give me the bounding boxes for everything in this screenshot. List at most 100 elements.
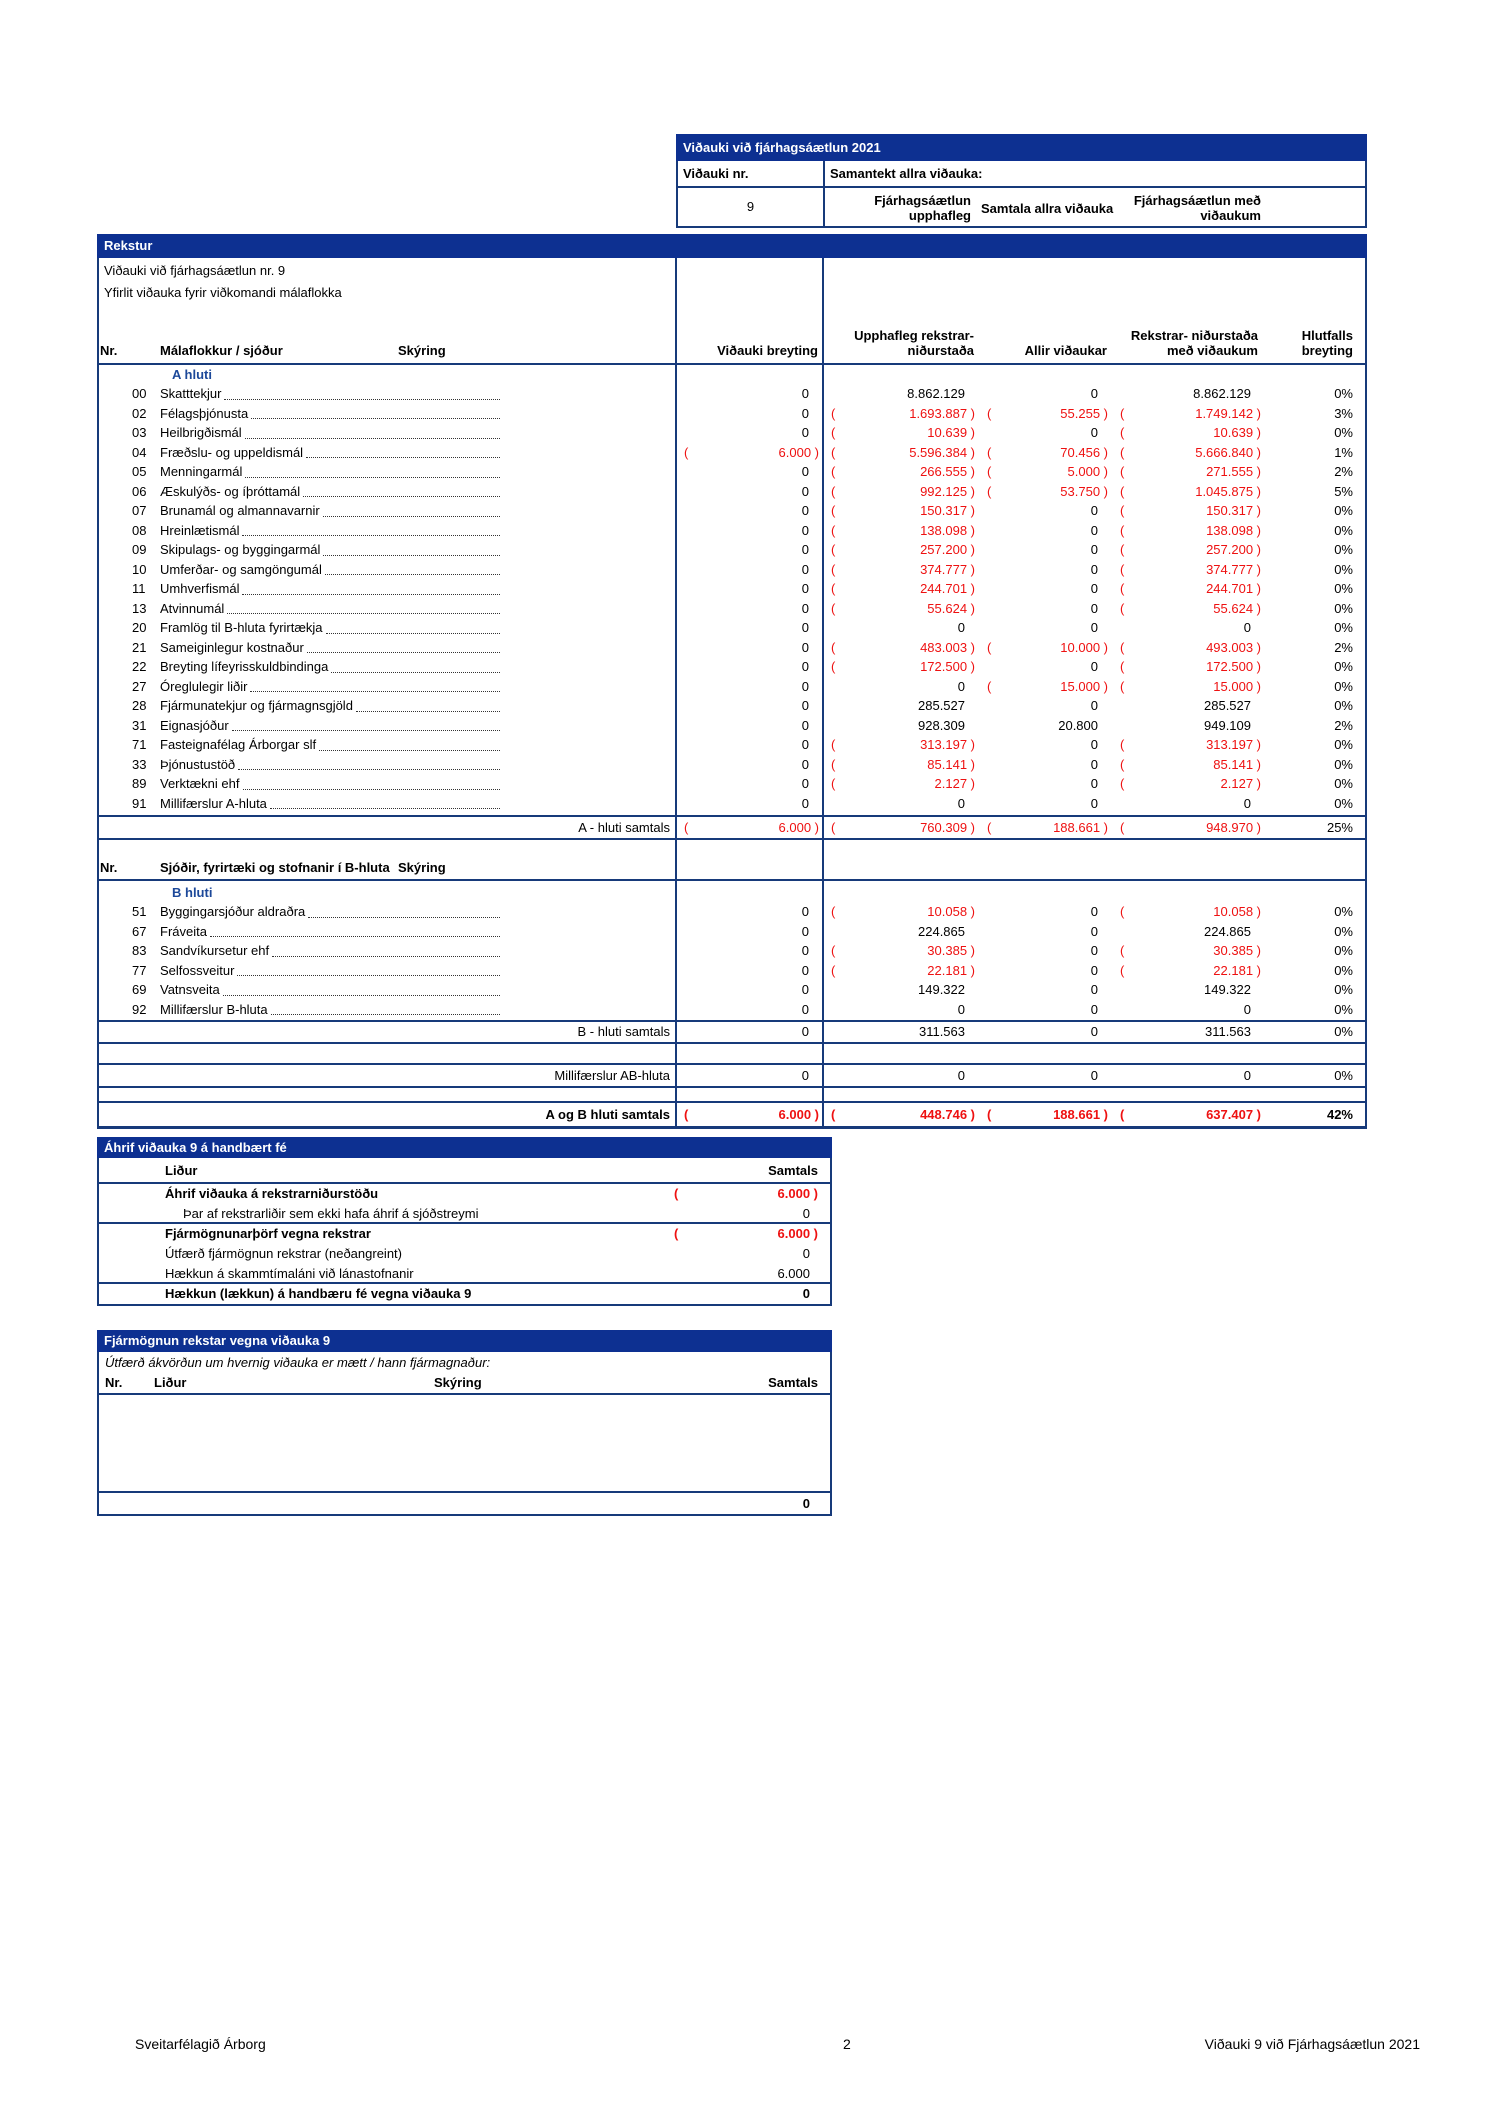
ahrif-row-value: 0 [802, 1286, 810, 1301]
value-allir-vidaukar: (10.000 ) [987, 639, 1108, 655]
value-allir-vidaukar: 0 [1090, 962, 1098, 978]
a-total-hlutfall: 25% [1326, 820, 1353, 835]
skyring-cell [502, 423, 676, 443]
skyring-cell [502, 521, 676, 541]
value-hlutfall: 0% [1334, 522, 1353, 538]
rekstur-table: Rekstur Viðauki við fjárhagsáætlun nr. 9… [97, 234, 1367, 1129]
samtals-header: Samtals [768, 1163, 818, 1178]
table-row: 03 Heilbrigðismál 0 (10.639 ) 0 (10.639 ) 0% [97, 423, 1367, 443]
ahrif-row-value: 0 [802, 1246, 810, 1261]
value-med-vidaukum: (85.141 ) [1120, 756, 1261, 772]
value-hlutfall: 0% [1334, 923, 1353, 939]
b-total-hlutfall: 0% [1334, 1024, 1353, 1039]
value-vidauki-breyting: 0 [801, 386, 809, 401]
col-header-sjodir: Sjóðir, fyrirtæki og stofnanir í B-hluta [160, 860, 390, 875]
table-border-line [97, 1020, 1367, 1022]
value-allir-vidaukar: 0 [1090, 503, 1098, 518]
skyring-cell [502, 462, 676, 482]
row-nr: 07 [132, 503, 147, 518]
ab-total-row: A og B hluti samtals (6.000 ) (448.746 )… [97, 1103, 1367, 1126]
ab-total-hlutfall: 42% [1326, 1107, 1353, 1122]
skyring-cell [502, 922, 676, 942]
vidauki-nr-label: Viðauki nr. [678, 161, 825, 186]
row-nr: 51 [132, 904, 147, 919]
ahrif-row-value: (6.000 ) [674, 1186, 818, 1201]
header-row-labels: Viðauki nr. Samantekt allra viðauka: [676, 161, 1367, 188]
row-label: Breyting lífeyrisskuldbindinga [160, 657, 502, 677]
value-vidauki-breyting: 0 [801, 1001, 809, 1017]
value-vidauki-breyting: 0 [801, 620, 809, 635]
value-vidauki-breyting: 0 [801, 698, 809, 713]
col-header-nr: Nr. [100, 860, 118, 875]
value-upphafleg: 0 [957, 795, 965, 811]
col-header-med-vidaukum: Fjárhagsáætlun með viðaukum [1133, 193, 1261, 223]
ab-total-label: A og B hluti samtals [545, 1107, 670, 1122]
dotted-leader [224, 384, 500, 400]
col-header-samtala: Samtala allra viðauka [981, 201, 1114, 216]
value-allir-vidaukar: 0 [1090, 737, 1098, 752]
row-label: Vatnsveita [160, 980, 502, 1000]
ahrif-row-label: Þar af rekstrarliðir sem ekki hafa áhrif… [183, 1206, 479, 1221]
skyring-cell [502, 677, 676, 697]
row-nr: 22 [132, 659, 147, 674]
skyring-cell [502, 618, 676, 638]
value-hlutfall: 0% [1334, 756, 1353, 772]
value-vidauki-breyting: (6.000 ) [684, 444, 819, 460]
value-vidauki-breyting: 0 [801, 737, 809, 752]
b-column-headers: Nr. Sjóðir, fyrirtæki og stofnanir í B-h… [97, 853, 1367, 879]
row-nr: 10 [132, 561, 147, 577]
lidur-header: Liður [154, 1375, 187, 1390]
value-vidauki-breyting: 0 [801, 659, 809, 674]
ab-transfer-label: Millifærslur AB-hluta [554, 1068, 670, 1083]
skyring-cell [502, 1000, 676, 1020]
table-row: 11 Umhverfismál 0 (244.701 ) 0 (244.701 ) 0% [97, 579, 1367, 599]
value-upphafleg: 224.865 [918, 923, 965, 939]
dotted-leader [231, 716, 500, 731]
row-nr: 83 [132, 943, 147, 958]
table-border-line [822, 258, 824, 1129]
row-label: Þjónustustöð [160, 755, 502, 775]
table-row: 04 Fræðslu- og uppeldismál (6.000 ) (5.596.… [97, 443, 1367, 463]
value-upphafleg: (483.003 ) [831, 639, 975, 655]
ahrif-row-label: Hækkun á skammtímaláni við lánastofnanir [165, 1266, 414, 1281]
skyring-cell [502, 980, 676, 1000]
a-rows: 00 Skatttekjur 0 8.862.129 0 8.862.129 0% 02 Fél… [97, 384, 1367, 813]
value-vidauki-breyting: 0 [801, 639, 809, 655]
row-label: Atvinnumál [160, 599, 502, 619]
table-border-line [97, 879, 1367, 881]
skyring-cell [502, 579, 676, 599]
value-hlutfall: 0% [1334, 943, 1353, 958]
row-nr: 71 [132, 737, 147, 752]
table-border-line [97, 1063, 1367, 1065]
dotted-leader [245, 462, 500, 478]
value-allir-vidaukar: 0 [1090, 1001, 1098, 1017]
row-label: Heilbrigðismál [160, 423, 502, 443]
value-allir-vidaukar: (15.000 ) [987, 678, 1108, 694]
row-label: Byggingarsjóður aldraðra [160, 902, 502, 922]
value-med-vidaukum: 285.527 [1204, 698, 1251, 713]
ahrif-bar: Áhrif viðauka 9 á handbært fé [97, 1137, 832, 1158]
value-allir-vidaukar: 0 [1090, 756, 1098, 772]
value-med-vidaukum: (15.000 ) [1120, 678, 1261, 694]
value-med-vidaukum: (5.666.840 ) [1120, 444, 1261, 460]
skyring-cell [502, 540, 676, 560]
row-label: Æskulýðs- og íþróttamál [160, 482, 502, 502]
value-hlutfall: 0% [1334, 542, 1353, 557]
table-row: 09 Skipulags- og byggingarmál 0 (257.200 ) 0… [97, 540, 1367, 560]
dotted-leader [227, 599, 500, 614]
value-upphafleg: (172.500 ) [831, 659, 975, 674]
table-row: 22 Breyting lífeyrisskuldbindinga 0 (172.50… [97, 657, 1367, 677]
table-row: 10 Umferðar- og samgöngumál 0 (374.777 ) 0 (3… [97, 560, 1367, 580]
value-vidauki-breyting: 0 [801, 503, 809, 518]
value-hlutfall: 0% [1334, 904, 1353, 919]
value-med-vidaukum: 0 [1243, 1001, 1251, 1017]
header-title-bar: Viðauki við fjárhagsáætlun 2021 [676, 134, 1367, 161]
row-label: Verktækni ehf [160, 774, 502, 794]
row-label: Menningarmál [160, 462, 502, 482]
value-allir-vidaukar: 20.800 [1058, 717, 1098, 733]
ab-total-med: (637.407 ) [1120, 1107, 1261, 1122]
table-row: 02 Félagsþjónusta 0 (1.693.887 ) (55.255 ) (1… [97, 404, 1367, 424]
value-hlutfall: 2% [1334, 464, 1353, 479]
row-label: Hreinlætismál [160, 521, 502, 541]
ahrif-row-value: 0 [802, 1206, 810, 1221]
